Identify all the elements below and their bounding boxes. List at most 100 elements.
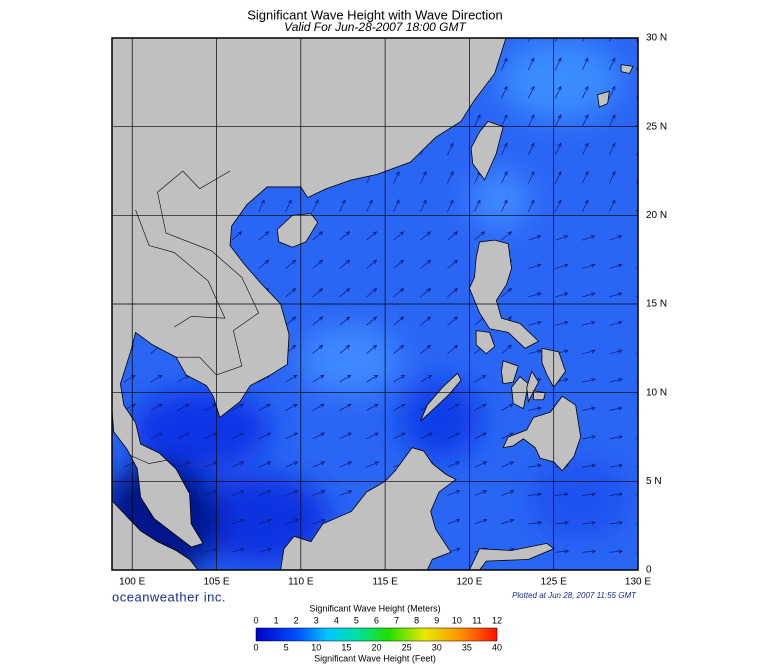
wave-arrow: [366, 288, 378, 298]
wave-arrow: [582, 406, 596, 411]
lon-label: 100 E: [119, 577, 145, 588]
wave-arrow: [420, 344, 432, 354]
map-subtitle: Valid For Jun-28-2007 18:00 GMT: [284, 20, 467, 34]
wave-arrow: [204, 547, 218, 553]
wave-arrow: [150, 432, 164, 440]
wave-arrow: [609, 85, 616, 99]
legend-title: Significant Wave Height (Meters): [309, 603, 440, 613]
wave-arrow: [258, 231, 270, 241]
wave-arrow: [582, 57, 589, 71]
wave-arrow: [123, 490, 137, 496]
wave-arrow: [501, 403, 514, 411]
wave-arrow: [312, 490, 326, 496]
wave-arrow: [366, 231, 378, 241]
wave-arrow: [177, 461, 191, 468]
wave-arrow: [258, 490, 272, 496]
feet-tick: 20: [371, 642, 381, 652]
wave-arrow: [501, 288, 513, 298]
wave-arrow: [393, 344, 405, 354]
wave-arrow: [393, 316, 405, 326]
wave-arrow: [366, 316, 378, 326]
wave-arrow: [312, 432, 326, 440]
wave-arrow: [582, 349, 596, 354]
wave-arrow: [339, 259, 351, 269]
wave-arrow: [609, 235, 623, 241]
wave-arrow: [447, 490, 461, 496]
wave-arrow: [420, 170, 427, 184]
wave-arrow: [339, 199, 346, 212]
wave-arrow: [609, 520, 624, 525]
wave-arrow: [393, 432, 406, 440]
feet-tick: 35: [462, 642, 472, 652]
wave-arrow: [609, 38, 612, 42]
land-panay: [501, 360, 519, 385]
wave-arrow: [447, 344, 459, 354]
wave-arrow: [582, 235, 596, 241]
wave-arrow: [339, 432, 352, 440]
wave-arrow: [231, 432, 245, 440]
wave-arrow: [528, 463, 543, 468]
wave-arrow: [609, 292, 623, 298]
color-bar: [255, 627, 498, 642]
wave-arrow: [609, 114, 616, 127]
wave-arrow: [501, 231, 513, 241]
wave-arrow: [339, 374, 352, 383]
wave-arrow: [285, 374, 298, 383]
wave-arrow: [420, 231, 432, 241]
wave-arrow: [231, 518, 245, 525]
wave-arrow: [420, 199, 427, 212]
wave-arrow: [447, 199, 454, 212]
wave-arrow: [501, 518, 515, 525]
wave-arrow: [528, 292, 542, 298]
wave-arrow: [393, 170, 400, 184]
wave-arrow: [555, 38, 558, 42]
wave-arrow: [582, 520, 597, 525]
wave-arrow: [258, 199, 265, 212]
wave-arrow: [366, 461, 380, 468]
wave-arrow: [393, 288, 405, 298]
wave-arrow: [474, 518, 488, 525]
wave-arrow: [285, 518, 299, 525]
wave-arrow: [366, 199, 373, 212]
land-bohol: [533, 390, 546, 401]
wave-arrow: [582, 170, 589, 184]
wave-arrow: [285, 432, 299, 440]
wave-arrow: [609, 57, 616, 71]
wave-arrow: [393, 259, 405, 269]
wave-arrow: [635, 207, 638, 212]
wave-arrow: [231, 490, 245, 496]
feet-tick: 10: [311, 642, 321, 652]
plotted-time: Plotted at Jun 28, 2007 11:55 GMT: [512, 591, 637, 600]
wave-arrow: [582, 38, 585, 42]
wave-arrow: [339, 316, 351, 326]
wave-arrow: [285, 403, 298, 411]
wave-arrow: [528, 406, 542, 411]
wave-arrow: [528, 199, 535, 212]
wave-arrow: [312, 288, 324, 298]
lon-label: 130 E: [625, 577, 651, 588]
wave-arrow: [528, 349, 542, 354]
wave-arrow: [555, 85, 562, 99]
wave-arrow: [582, 435, 596, 440]
map-frame: [111, 37, 639, 571]
land-sumatra: [112, 500, 199, 570]
wave-arrow: [150, 374, 163, 383]
wave-arrow: [339, 490, 353, 496]
wave-arrow: [555, 320, 569, 326]
wave-arrow: [555, 142, 562, 156]
wave-arrow: [312, 259, 324, 269]
wave-arrow: [285, 259, 297, 269]
wave-arrow: [312, 344, 324, 354]
land-mainland: [112, 38, 507, 548]
wave-arrow: [258, 403, 271, 411]
wave-arrow: [501, 432, 514, 440]
wave-arrow: [609, 435, 623, 440]
land-borneo: [280, 447, 457, 570]
land-cebu: [526, 370, 539, 403]
wave-arrow: [501, 142, 508, 156]
meter-tick: 0: [253, 615, 258, 625]
wave-arrow: [528, 320, 542, 326]
meter-tick: 2: [294, 615, 299, 625]
land-luzon: [468, 239, 540, 349]
